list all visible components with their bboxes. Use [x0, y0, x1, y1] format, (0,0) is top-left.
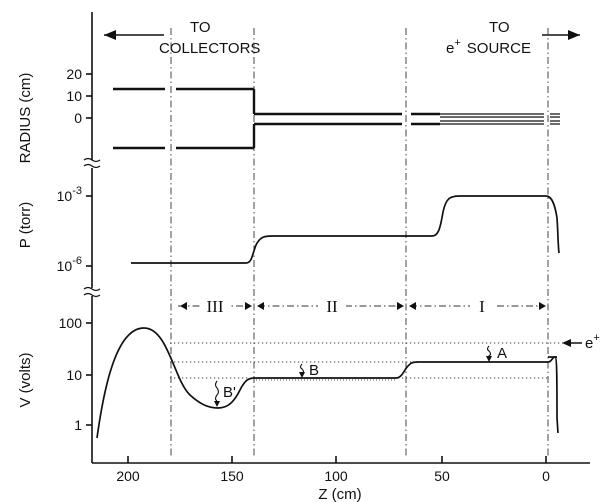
region-label-ii: II — [326, 297, 338, 316]
marker-bprime-arrow-icon — [214, 401, 220, 407]
marker-a-label: A — [497, 345, 507, 362]
region-label-iii: III — [207, 297, 224, 316]
marker-bprime-squiggle-icon — [214, 380, 220, 402]
potential-tick-label: 100 — [59, 315, 83, 331]
pressure-curve — [131, 195, 560, 264]
right-arrow-label-to: TO — [489, 19, 510, 36]
marker-a-arrow-icon — [486, 356, 492, 362]
region-label-bg — [318, 296, 346, 316]
pressure-tick-label-bottom: 10-6 — [57, 255, 82, 274]
radius-axis-label: RADIUS (cm) — [17, 73, 34, 164]
left-arrow-label-to: TO — [190, 19, 211, 36]
pressure-axis-label: P (torr) — [17, 202, 34, 248]
x-tick-label: 150 — [220, 468, 244, 484]
potential-tick-label: 10 — [66, 367, 82, 383]
right-arrow-head-icon — [568, 30, 580, 40]
right-arrow-label-source: e+ SOURCE — [446, 37, 531, 57]
x-tick-label: 200 — [116, 468, 140, 484]
x-axis-ticks: 200 150 100 50 0 Z (cm) — [116, 456, 550, 502]
marker-b-arrow-icon — [299, 372, 305, 378]
potential-panel: V (volts) 100 10 1 III II I — [17, 296, 600, 439]
incoming-arrow-head-icon — [562, 339, 571, 347]
radius-tick-label: 20 — [66, 66, 82, 82]
direction-arrows: TO COLLECTORS TO e+ SOURCE — [104, 19, 580, 57]
pressure-tick-label-top: 10-3 — [57, 185, 82, 204]
x-tick-label: 0 — [542, 468, 550, 484]
region-label-i: I — [479, 297, 485, 316]
x-tick-label: 50 — [434, 468, 450, 484]
potential-tick-label: 1 — [74, 417, 82, 433]
left-arrow-label-collectors: COLLECTORS — [159, 40, 260, 57]
marker-bprime-label: B' — [223, 384, 236, 401]
incoming-positron: e+ — [562, 332, 600, 352]
incoming-positron-label: e+ — [585, 332, 600, 352]
potential-curve — [96, 327, 559, 439]
region-label-bg — [470, 296, 494, 316]
x-axis-label: Z (cm) — [318, 486, 361, 502]
region-brackets: III II I — [178, 296, 546, 316]
marker-a: A — [486, 345, 507, 362]
marker-b: B — [299, 362, 319, 379]
radius-panel: RADIUS (cm) 20 10 0 — [17, 66, 560, 163]
marker-b-label: B — [309, 362, 319, 379]
x-tick-label: 100 — [324, 468, 348, 484]
marker-a-squiggle-icon — [486, 345, 492, 359]
radius-tick-label: 10 — [66, 88, 82, 104]
section-dividers — [170, 28, 549, 456]
wall-upper-source — [440, 113, 560, 118]
marker-b-squiggle-icon — [299, 363, 305, 374]
axis-break-icon — [83, 157, 101, 169]
wall-lower-source — [440, 120, 560, 125]
potential-axis-label: V (volts) — [17, 352, 34, 407]
region-label-bg — [200, 296, 230, 316]
marker-bprime: B' — [214, 380, 236, 407]
radius-tick-label: 0 — [74, 110, 82, 126]
plot-frame — [83, 12, 590, 464]
pressure-panel: P (torr) 10-3 10-6 — [17, 185, 560, 274]
left-arrow-head-icon — [104, 30, 116, 40]
axis-break-icon — [83, 286, 101, 298]
